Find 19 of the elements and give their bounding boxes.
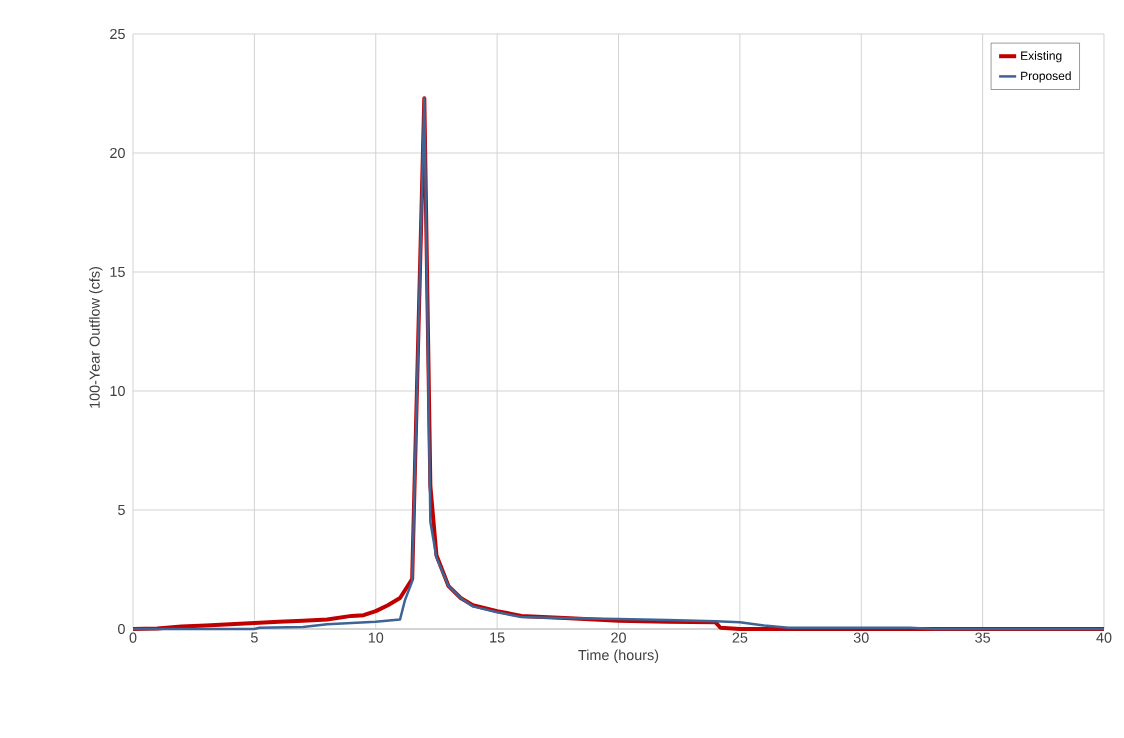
x-tick-label: 15 bbox=[490, 632, 505, 643]
x-tick-label: 5 bbox=[250, 632, 258, 643]
y-tick-label: 0 bbox=[118, 623, 125, 635]
x-tick-label: 35 bbox=[975, 632, 991, 643]
legend-label: Proposed bbox=[1021, 71, 1071, 83]
y-tick-label: 5 bbox=[118, 504, 125, 516]
x-axis-title: Time (hours) bbox=[578, 649, 659, 663]
legend-label: Existing bbox=[1021, 51, 1062, 63]
x-tick-label: 25 bbox=[732, 632, 748, 643]
x-tick-label: 20 bbox=[611, 632, 626, 643]
y-tick-label: 15 bbox=[110, 266, 125, 278]
x-tick-label: 40 bbox=[1096, 632, 1112, 643]
x-tick-label: 0 bbox=[129, 632, 137, 643]
x-tick-label: 30 bbox=[853, 632, 869, 643]
y-tick-label: 20 bbox=[110, 147, 125, 159]
y-axis-title: 100-Year Outflow (cfs) bbox=[89, 267, 103, 408]
x-tick-label: 10 bbox=[368, 632, 384, 643]
y-tick-label: 25 bbox=[110, 28, 125, 40]
y-tick-label: 10 bbox=[110, 385, 125, 397]
